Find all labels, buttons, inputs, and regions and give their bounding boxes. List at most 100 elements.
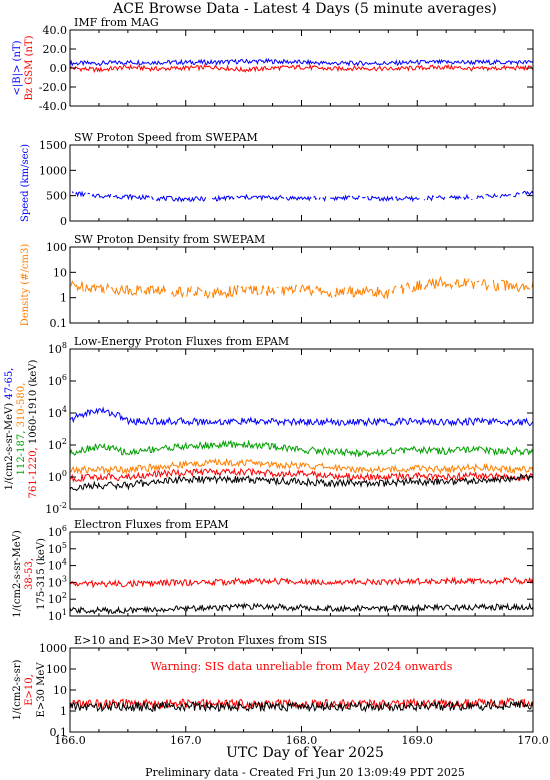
y-tick-label: 106 (48, 524, 67, 539)
y-tick-label: 1000 (39, 164, 67, 177)
panel-title: IMF from MAG (74, 16, 159, 29)
panel-frame (69, 144, 534, 222)
panel-title: SW Proton Density from SWEPAM (74, 233, 265, 246)
y-label-part: E>10, (24, 674, 35, 706)
series-line-2 (70, 439, 533, 458)
y-tick-label: 40.0 (43, 24, 68, 37)
y-tick-label: 100 (48, 469, 67, 484)
panel-title: Electron Fluxes from EPAM (74, 518, 229, 531)
y-tick-label: 10 (53, 266, 67, 279)
warning-annotation: Warning: SIS data unreliable from May 20… (151, 660, 453, 673)
panel-1: 40.0 20.0 0.0 -20.0 -40.0 IMF from MAG <|B|> (… (12, 16, 534, 113)
y-tick-label: 102 (48, 437, 67, 452)
y-tick-label: 1 (60, 292, 67, 305)
x-tick-label: 169.0 (402, 734, 434, 747)
x-axis-label: UTC Day of Year 2025 (226, 745, 384, 761)
y-tick-label: 104 (48, 558, 67, 573)
y-tick-label: -40.0 (39, 100, 67, 113)
x-tick-label: 168.0 (286, 734, 318, 747)
y-tick-label: 0 (60, 215, 67, 228)
x-tick-label: 170.0 (517, 734, 549, 747)
series-group (70, 406, 533, 492)
panels: 40.0 20.0 0.0 -20.0 -40.0 IMF from MAG <|B|> (… (4, 16, 534, 739)
y-tick-label: 0.1 (50, 726, 68, 739)
y-label-part: Bz GSM (nT) (24, 35, 35, 100)
footer-text: Preliminary data - Created Fri Jun 20 13… (145, 766, 465, 779)
y-label-part: Speed (km/sec) (20, 144, 31, 222)
y-tick-label: 1000 (39, 642, 67, 655)
y-axis-label: Speed (km/sec) (20, 144, 31, 222)
x-tick-label: 166.0 (54, 734, 86, 747)
x-tick-label: 167.0 (170, 734, 202, 747)
y-tick-label: 103 (48, 574, 67, 589)
y-label-part: 47-65, (4, 368, 15, 403)
y-tick-label: 10 (53, 684, 67, 697)
y-tick-label: 1500 (39, 139, 67, 152)
series-line-4 (70, 467, 533, 483)
y-tick-label: 100 (46, 663, 67, 676)
y-tick-label: 500 (46, 190, 67, 203)
y-axis-label: Density (#/cm3) (20, 244, 31, 327)
y-label-line: 1/(cm2-s-sr-MeV) 47-65, (4, 368, 15, 491)
y-tick-label: 0.0 (50, 62, 68, 75)
y-label-part: 1060-1910 (keV) (28, 360, 39, 448)
panel-2: 1500 1000 500 0 SW Proton Speed from SWEPAM S… (20, 131, 534, 228)
panel-title: E>10 and E>30 MeV Proton Fluxes from SIS (74, 634, 327, 647)
series-line-1 (70, 275, 533, 300)
series-line-1 (71, 190, 533, 203)
y-label-part: 761-1220, (28, 447, 39, 498)
series-line-1 (70, 576, 533, 589)
panel-frame (69, 29, 534, 107)
y-axis-label: 1/(cm2-s-sr-MeV) 47-65,112-187, 310-580,… (4, 360, 39, 499)
y-label-part: 1/(cm2-s-sr-MeV) (4, 403, 15, 491)
series-line-2 (70, 63, 533, 74)
y-tick-label: 104 (48, 405, 67, 420)
figure-title: ACE Browse Data - Latest 4 Days (5 minut… (112, 1, 497, 17)
y-label-line: 761-1220, 1060-1910 (keV) (28, 360, 39, 499)
y-axis-label: 1/(cm2-s-sr-MeV) 38-53, 175-315 (keV) (12, 530, 47, 618)
panel-title: SW Proton Speed from SWEPAM (74, 131, 258, 144)
y-label-part: 175-315 (keV) (36, 538, 47, 610)
series-line-2 (70, 602, 533, 616)
y-label-part: <|B|> (nT) (12, 40, 23, 95)
series-line-3 (70, 457, 533, 476)
y-tick-label: 100 (46, 241, 67, 254)
series-line-1 (70, 406, 533, 428)
y-label-part: 38-53, (24, 558, 35, 590)
y-tick-label: 20.0 (43, 43, 68, 56)
series-line-2 (70, 699, 533, 713)
panel-title: Low-Energy Proton Fluxes from EPAM (74, 335, 289, 348)
y-tick-label: 108 (48, 341, 67, 356)
series-line-5 (70, 473, 533, 492)
y-tick-label: 106 (48, 373, 67, 388)
y-label-line: 112-187, 310-580, (16, 383, 27, 476)
series-line-1 (70, 57, 533, 67)
y-tick-label: 1 (60, 705, 67, 718)
series-group (71, 190, 533, 203)
y-label-part: E>30 MeV (36, 662, 47, 718)
series-group (70, 275, 533, 300)
y-label-part: 112-187, (16, 431, 27, 476)
series-group (70, 696, 533, 713)
y-label-part: Density (#/cm3) (20, 244, 31, 327)
y-label-part: 1/(cm2-s-sr-MeV) (12, 530, 23, 618)
x-axis-tick-labels: 166.0 167.0 168.0 169.0 170.0 (54, 734, 549, 747)
y-axis-label: <|B|> (nT) Bz GSM (nT) (12, 35, 35, 100)
panel-4: 108 106 104 102 100 10-2 Low-Energy Proton Flu… (4, 335, 534, 516)
panel-6: 1000 100 10 1 0.1 E>10 and E>30 MeV Proton Fl… (12, 634, 534, 739)
y-tick-label: 105 (48, 541, 67, 556)
y-tick-label: 10-2 (45, 501, 67, 516)
series-group (70, 576, 533, 616)
panel-3: 100 10 1 0.1 SW Proton Density from SWEPAM De… (20, 233, 534, 330)
y-tick-label: 0.1 (50, 317, 68, 330)
y-label-part: 1/(cm2-s-sr) (12, 660, 23, 721)
y-tick-label: 101 (48, 608, 67, 623)
panel-frame (69, 531, 534, 617)
series-group (70, 57, 533, 74)
y-label-part: 310-580, (16, 383, 27, 431)
y-tick-label: -20.0 (39, 81, 67, 94)
y-tick-label: 102 (48, 591, 67, 606)
y-axis-label: 1/(cm2-s-sr) E>10, E>30 MeV (12, 660, 47, 721)
